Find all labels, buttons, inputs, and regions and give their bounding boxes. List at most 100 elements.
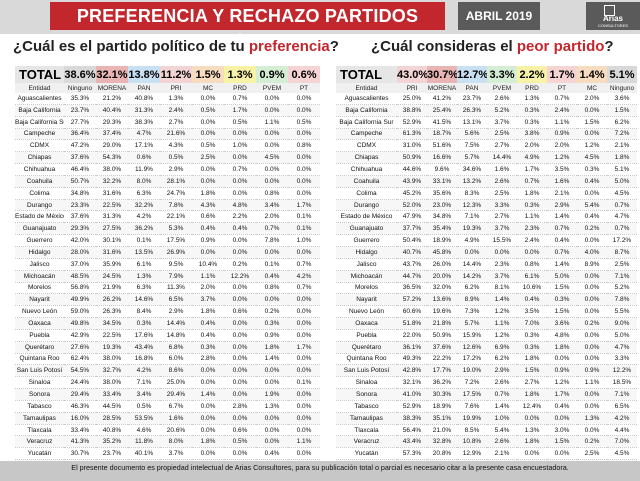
cell-value: 0.0% [577,329,607,342]
cell-value: 0.3% [517,329,547,342]
cell-value: 1.4% [547,258,577,271]
cell-value: 34.8% [427,210,457,224]
cell-value: 14.2% [457,270,487,283]
entity-name: Guanajuato [336,222,397,236]
cell-value: 26.3% [457,104,487,117]
cell-value: 3.6% [607,93,637,105]
cell-value: 6.7% [160,400,192,413]
cell-value: 0.7% [288,258,320,271]
cell-value: 35.1% [427,412,457,425]
cell-value: 7.1% [128,376,160,390]
cell-value: 0.0% [256,376,288,390]
cell-value: 17.1% [128,139,160,153]
table-row: Nuevo León 59.0% 26.3% 8.4% 2.9% 1.8% 0.6% 0.2%… [15,305,320,319]
table-row: Sinaloa 32.1% 36.2% 7.2% 2.6% 2.7% 1.2% 1.1% 18.… [336,376,637,390]
cell-value: 29.3% [64,222,96,236]
cell-value: 0.0% [192,163,224,176]
cell-value: 6.9% [487,341,517,354]
entity-name: Aguascalientes [336,93,397,105]
entity-name: Estado de México [336,210,397,224]
cell-value: 42.0% [64,234,96,247]
cell-value: 51.8% [397,317,427,330]
cell-value: 11.3% [160,282,192,295]
entity-name: Yucatán [336,447,397,461]
cell-value: 1.0% [224,139,256,153]
cell-value: 0.9% [547,364,577,378]
cell-value: 6.2% [607,116,637,129]
party-header: Ninguno [607,83,637,93]
cell-value: 2.4% [547,104,577,117]
cell-value: 26.0% [427,258,457,271]
cell-value: 0.8% [256,282,288,295]
cell-value: 1.5% [517,364,547,378]
cell-value: 47.9% [397,210,427,224]
table-row: Quintana Roo 49.3% 22.2% 17.2% 6.2% 1.8% 0.0% 0… [336,353,637,366]
cell-value: 5.5% [607,305,637,319]
entity-name: Tamaulipas [15,412,64,425]
table-row: Oaxaca 51.8% 21.8% 5.7% 1.1% 7.0% 3.6% 0.2% 9.0% [336,317,637,330]
cell-value: 38.3% [397,412,427,425]
party-header: PVEM [487,83,517,93]
cell-value: 18.5% [607,376,637,390]
cell-value: 0.2% [256,305,288,319]
cell-value: 0.0% [577,293,607,307]
cell-value: 2.8% [224,400,256,413]
cell-value: 0.0% [256,424,288,437]
cell-value: 7.1% [607,270,637,283]
cell-value: 3.5% [547,163,577,176]
cell-value: 4.5% [577,151,607,165]
cell-value: 0.0% [224,412,256,425]
cell-value: 4.2% [128,364,160,378]
cell-value: 0.1% [288,376,320,390]
cell-value: 41.2% [427,93,457,105]
party-header: PRD [517,83,547,93]
cell-value: 0.5% [192,139,224,153]
cell-value: 12.2% [224,270,256,283]
cell-value: 0.9% [256,329,288,342]
cell-value: 8.9% [577,258,607,271]
cell-value: 22.0% [397,329,427,342]
cell-value: 0.1% [128,234,160,247]
cell-value: 1.6% [160,412,192,425]
cell-value: 2.1% [607,139,637,153]
cell-value: 8.4% [128,305,160,319]
table-row: Jalisco 37.0% 35.9% 6.1% 9.5% 10.4% 0.2% 0.1% 0.… [15,258,320,271]
cell-value: 0.2% [224,258,256,271]
cell-value: 0.4% [577,210,607,224]
question-highlight: preferencia [248,38,330,55]
table-row: Baja California 38.8% 25.4% 26.3% 5.2% 0.3% 2.… [336,104,637,117]
cell-value: 6.2% [457,282,487,295]
cell-value: 4.7% [128,128,160,141]
cell-value: 7.8% [607,293,637,307]
cell-value: 0.0% [577,305,607,319]
cell-value: 54.5% [64,364,96,378]
party-header: PT [547,83,577,93]
cell-value: 21.2% [96,93,128,105]
cell-value: 0.5% [160,151,192,165]
table-row: Michoacán 44.7% 20.0% 14.2% 3.7% 6.1% 5.0% 0.0%… [336,270,637,283]
cell-value: 0.5% [288,116,320,129]
entity-name: Jalisco [15,258,64,271]
entity-name: Baja California Sur [336,116,397,129]
table-row: Colima 34.8% 31.6% 6.3% 24.7% 1.8% 0.0% 0.8% 0.0… [15,187,320,200]
cell-value: 1.7% [547,388,577,401]
total-value: 3.3% [487,66,517,83]
cell-value: 36.5% [397,282,427,295]
cell-value: 0.0% [577,187,607,200]
cell-value: 0.0% [547,447,577,461]
cell-value: 4.0% [577,246,607,259]
cell-value: 1.5% [607,104,637,117]
cell-value: 27.6% [64,341,96,354]
cell-value: 35.9% [96,258,128,271]
cell-value: 41.0% [397,388,427,401]
cell-value: 7.8% [160,199,192,212]
cell-value: 0.0% [224,376,256,390]
cell-value: 2.1% [487,447,517,461]
cell-value: 1.1% [192,270,224,283]
entity-name: Guanajuato [15,222,64,236]
cell-value: 37.0% [64,258,96,271]
cell-value: 0.0% [457,246,487,259]
cell-value: 13.6% [427,293,457,307]
table-row: Durango 52.0% 23.0% 12.3% 3.3% 0.3% 2.9% 5.4% 0.… [336,199,637,212]
total-value: 2.2% [517,66,547,83]
